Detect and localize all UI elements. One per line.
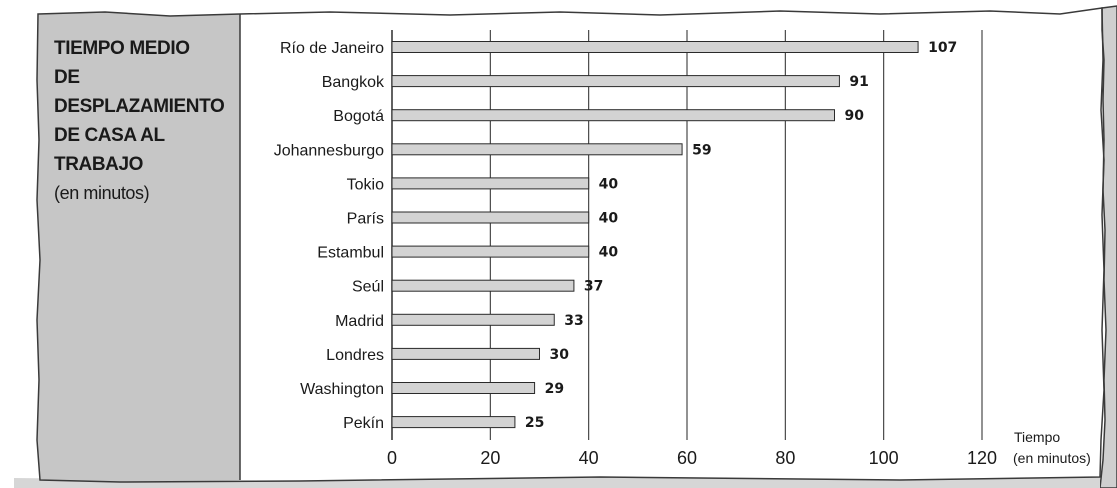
- category-label: Londres: [326, 347, 384, 364]
- value-label: 37: [584, 279, 603, 295]
- bars: [391, 41, 919, 429]
- x-tick-label: 60: [677, 448, 697, 468]
- title-panel: [37, 12, 240, 482]
- bar: [391, 211, 590, 224]
- category-label: París: [347, 211, 384, 228]
- category-label: Washington: [300, 381, 384, 398]
- torn-edge-outline: [36, 7, 1105, 483]
- x-tick-label: 0: [387, 448, 397, 468]
- bar: [391, 109, 835, 122]
- value-label: 29: [545, 381, 564, 397]
- category-label: Bangkok: [322, 74, 385, 91]
- category-label: Tokio: [347, 176, 384, 193]
- value-label: 40: [599, 211, 619, 227]
- value-label: 90: [845, 108, 865, 124]
- value-label: 25: [525, 415, 544, 431]
- bar: [391, 313, 555, 326]
- value-label: 40: [599, 176, 619, 192]
- x-axis-title-line-1: Tiempo: [1014, 429, 1060, 445]
- bar: [391, 245, 590, 258]
- bar: [391, 279, 575, 292]
- value-labels: 107 91 90 59 40 40 40 37 33 30 29 25: [525, 40, 957, 431]
- right-edge-strip: [1099, 5, 1117, 488]
- bar: [391, 347, 540, 360]
- value-label: 107: [928, 40, 957, 56]
- bar: [391, 382, 536, 394]
- value-label: 30: [550, 347, 570, 363]
- gridlines: [391, 30, 983, 440]
- bar: [391, 41, 919, 53]
- x-tick-label: 20: [480, 448, 500, 468]
- title-line-3: DE CASA AL TRABAJO: [54, 125, 165, 175]
- chart-subtitle: (en minutos): [54, 183, 150, 203]
- category-labels: Río de Janeiro Bangkok Bogotá Johannesburgo…: [274, 40, 385, 432]
- category-label: Pekín: [343, 415, 384, 432]
- category-label: Johannesburgo: [274, 142, 384, 159]
- bar: [391, 75, 840, 88]
- category-label: Madrid: [335, 313, 384, 330]
- x-tick-label: 40: [579, 448, 599, 468]
- bar: [391, 416, 516, 429]
- value-label: 40: [599, 245, 619, 261]
- value-label: 59: [692, 142, 711, 158]
- x-tick-label: 100: [869, 448, 899, 468]
- category-label: Río de Janeiro: [280, 40, 384, 57]
- x-tick-label: 120: [967, 448, 997, 468]
- category-label: Estambul: [317, 245, 384, 262]
- category-label: Bogotá: [333, 108, 384, 125]
- chart-title: TIEMPO MEDIO DE DESPLAZAMIENTO DE CASA A…: [54, 34, 244, 207]
- x-axis-title-line-2: (en minutos): [1013, 450, 1091, 466]
- bar: [391, 177, 590, 190]
- x-tick-label: 80: [775, 448, 795, 468]
- title-line-1: TIEMPO MEDIO: [54, 38, 190, 59]
- value-label: 33: [564, 313, 583, 329]
- title-line-2: DE DESPLAZAMIENTO: [54, 67, 225, 117]
- bar: [391, 143, 683, 156]
- value-label: 91: [849, 74, 868, 90]
- category-label: Seúl: [352, 279, 384, 296]
- x-tick-labels: 0 20 40 60 80 100 120: [387, 448, 997, 468]
